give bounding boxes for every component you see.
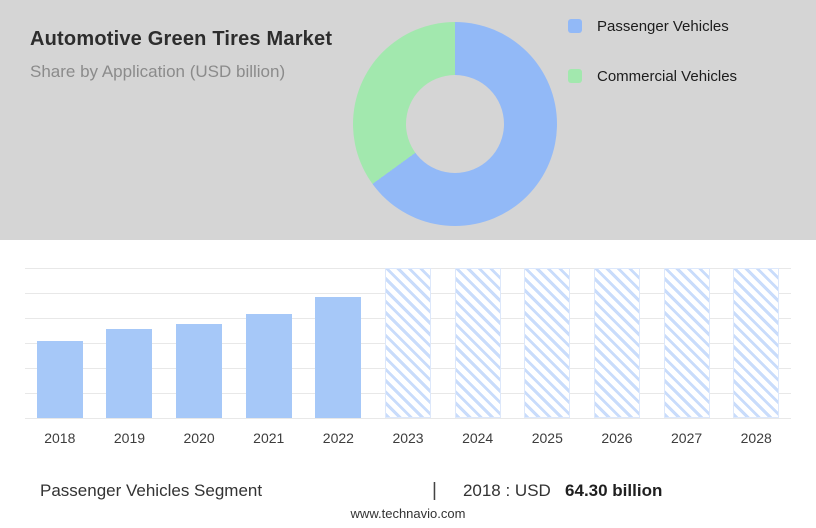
bar-slot-2024	[443, 268, 513, 418]
legend-item-passenger: Passenger Vehicles	[568, 14, 737, 38]
x-axis-label-2026: 2026	[601, 430, 633, 446]
page-title: Automotive Green Tires Market	[30, 28, 333, 50]
legend-item-commercial: Commercial Vehicles	[568, 64, 737, 88]
bar-slot-2028	[721, 268, 791, 418]
bar-2028	[733, 268, 780, 418]
plot-area	[25, 268, 791, 419]
x-axis-label-2024: 2024	[462, 430, 494, 446]
x-axis-label-2028: 2028	[740, 430, 772, 446]
x-axis-label-2025: 2025	[531, 430, 563, 446]
x-axis-label-2018: 2018	[44, 430, 76, 446]
bar-2020	[176, 324, 223, 418]
legend: Passenger Vehicles Commercial Vehicles	[568, 14, 737, 114]
bar-slot-2019	[95, 268, 165, 418]
donut-chart	[353, 22, 557, 226]
bar-2022	[315, 297, 362, 418]
x-axis-label-2021: 2021	[253, 430, 285, 446]
bar-slot-2023	[373, 268, 443, 418]
website-url: www.technavio.com	[350, 506, 466, 521]
legend-swatch-passenger-icon	[568, 19, 582, 33]
x-axis-label-2027: 2027	[671, 430, 703, 446]
bar-2023	[385, 268, 432, 418]
legend-swatch-commercial-icon	[568, 69, 582, 83]
footer-separator: |	[432, 480, 437, 501]
footer: Passenger Vehicles Segment | 2018 : USD …	[0, 480, 816, 502]
bar-slot-2020	[164, 268, 234, 418]
bar-2024	[454, 268, 501, 418]
bar-slot-2026	[582, 268, 652, 418]
bar-2019	[106, 329, 153, 418]
title-block: Automotive Green Tires Market Share by A…	[30, 28, 332, 82]
x-axis-label-2020: 2020	[183, 430, 215, 446]
bar-chart: 2018 2019 2020 2021 2022 2023 2024 2025 2026 2027…	[25, 268, 791, 446]
bar-2026	[593, 268, 640, 418]
bar-2027	[663, 268, 710, 418]
legend-label-commercial: Commercial Vehicles	[597, 67, 738, 85]
segment-value: 2018 : USD 64.30 billion	[463, 481, 662, 501]
segment-label: Passenger Vehicles Segment	[40, 481, 263, 500]
bar-slot-2025	[512, 268, 582, 418]
bar-slot-2018	[25, 268, 95, 418]
legend-label-passenger: Passenger Vehicles	[597, 17, 729, 35]
page-subtitle: Share by Application (USD billion)	[30, 62, 286, 81]
bar-2025	[524, 268, 571, 418]
x-axis-label-2022: 2022	[322, 430, 354, 446]
bar-slot-2027	[652, 268, 722, 418]
segment-value-amount: 64.30 billion	[565, 481, 663, 500]
bar-slot-2022	[304, 268, 374, 418]
x-axis-label-2019: 2019	[113, 430, 146, 446]
bars-container	[25, 268, 791, 418]
bar-2018	[36, 341, 83, 418]
segment-value-prefix: 2018 : USD	[462, 481, 551, 500]
header-band: Automotive Green Tires Market Share by A…	[0, 0, 816, 240]
bar-slot-2021	[234, 268, 304, 418]
bar-2021	[245, 314, 292, 418]
x-axis-label-2023: 2023	[392, 430, 424, 446]
x-axis-labels: 2018 2019 2020 2021 2022 2023 2024 2025 2026 2027…	[25, 430, 791, 446]
